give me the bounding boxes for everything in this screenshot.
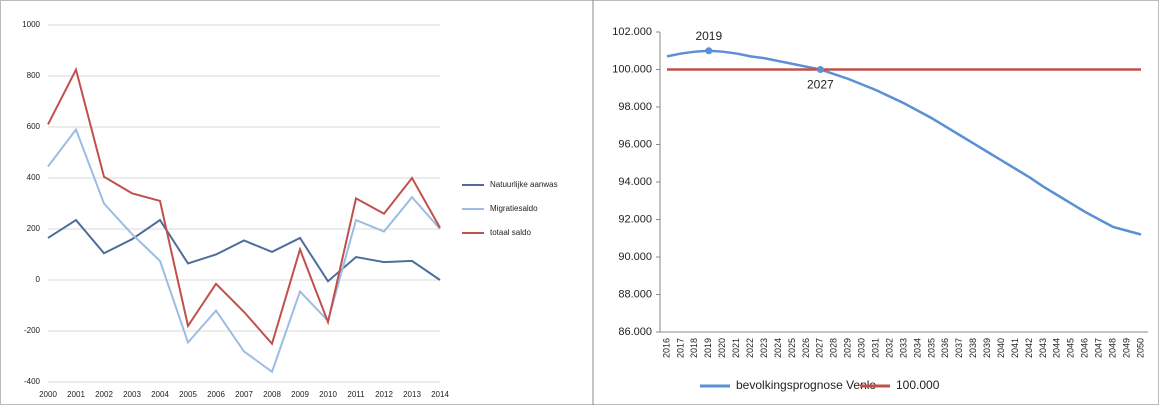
y-tick-label: 92.000 xyxy=(618,213,652,225)
x-tick-label: 2023 xyxy=(759,338,769,358)
x-tick-label: 2007 xyxy=(235,390,253,399)
y-tick-label: 0 xyxy=(36,275,41,284)
x-tick-label: 2050 xyxy=(1135,338,1145,358)
x-tick-label: 2026 xyxy=(801,338,811,358)
y-tick-label: 400 xyxy=(27,173,41,182)
x-tick-label: 2021 xyxy=(731,338,741,358)
x-tick-label: 2020 xyxy=(717,338,727,358)
y-tick-label: 102.000 xyxy=(612,26,652,38)
x-tick-label: 2000 xyxy=(39,390,57,399)
legend-label: Migratiesaldo xyxy=(490,204,538,213)
x-tick-label: 2014 xyxy=(431,390,449,399)
y-tick-label: 98.000 xyxy=(618,101,652,113)
x-tick-label: 2034 xyxy=(912,338,922,358)
x-tick-label: 2033 xyxy=(898,338,908,358)
y-tick-label: 94.000 xyxy=(618,176,652,188)
x-tick-label: 2035 xyxy=(926,338,936,358)
series-line xyxy=(47,66,441,346)
x-tick-label: 2043 xyxy=(1038,338,1048,358)
legend-label: 100.000 xyxy=(896,378,940,392)
x-tick-label: 2012 xyxy=(375,390,393,399)
x-tick-label: 2009 xyxy=(291,390,309,399)
x-tick-label: 2029 xyxy=(843,338,853,358)
x-tick-label: 2030 xyxy=(857,338,867,358)
x-tick-label: 2019 xyxy=(703,338,713,358)
annotation-marker xyxy=(816,66,824,73)
y-tick-label: -200 xyxy=(24,326,41,335)
annotation-marker xyxy=(705,47,713,55)
x-tick-label: 2039 xyxy=(982,338,992,358)
x-tick-label: 2025 xyxy=(787,338,797,358)
x-tick-label: 2024 xyxy=(773,338,783,358)
x-tick-label: 2031 xyxy=(870,338,880,358)
series-line xyxy=(47,218,441,283)
y-tick-label: 86.000 xyxy=(618,326,652,338)
x-tick-label: 2018 xyxy=(689,338,699,358)
x-tick-label: 2001 xyxy=(67,390,85,399)
x-tick-label: 2040 xyxy=(996,338,1006,358)
x-tick-label: 2045 xyxy=(1066,338,1076,358)
x-tick-label: 2038 xyxy=(968,338,978,358)
x-tick-label: 2041 xyxy=(1010,338,1020,358)
x-tick-label: 2017 xyxy=(675,338,685,358)
x-tick-label: 2006 xyxy=(207,390,225,399)
y-tick-label: 100.000 xyxy=(612,63,652,75)
x-tick-label: 2028 xyxy=(829,338,839,358)
x-tick-label: 2037 xyxy=(954,338,964,358)
x-tick-label: 2044 xyxy=(1052,338,1062,358)
series-line xyxy=(666,49,1142,236)
x-tick-label: 2047 xyxy=(1094,338,1104,358)
y-tick-label: -400 xyxy=(24,377,41,386)
x-tick-label: 2005 xyxy=(179,390,197,399)
y-tick-label: 1000 xyxy=(22,20,40,29)
y-tick-label: 200 xyxy=(27,224,41,233)
legend-label: totaal saldo xyxy=(490,228,531,237)
y-tick-label: 600 xyxy=(27,122,41,131)
x-tick-label: 2022 xyxy=(745,338,755,358)
x-tick-label: 2016 xyxy=(661,338,671,358)
x-tick-label: 2013 xyxy=(403,390,421,399)
x-tick-label: 2011 xyxy=(347,390,365,399)
x-tick-label: 2004 xyxy=(151,390,169,399)
y-tick-label: 800 xyxy=(27,71,41,80)
annotation: 2027 xyxy=(807,78,834,92)
x-tick-label: 2003 xyxy=(123,390,141,399)
y-tick-label: 90.000 xyxy=(618,251,652,263)
annotation: 2019 xyxy=(695,29,722,43)
y-tick-label: 96.000 xyxy=(618,138,652,150)
x-tick-label: 2042 xyxy=(1024,338,1034,358)
legend-label: bevolkingsprognose Venlo xyxy=(736,378,876,392)
legend-label: Natuurlijke aanwas xyxy=(490,180,558,189)
x-tick-label: 2010 xyxy=(319,390,337,399)
y-tick-label: 88.000 xyxy=(618,288,652,300)
x-tick-label: 2048 xyxy=(1108,338,1118,358)
x-tick-label: 2027 xyxy=(815,338,825,358)
series-line xyxy=(47,127,441,374)
x-tick-label: 2032 xyxy=(884,338,894,358)
x-tick-label: 2002 xyxy=(95,390,113,399)
x-tick-label: 2036 xyxy=(940,338,950,358)
x-tick-label: 2049 xyxy=(1121,338,1131,358)
x-tick-label: 2008 xyxy=(263,390,281,399)
x-tick-label: 2046 xyxy=(1080,338,1090,358)
